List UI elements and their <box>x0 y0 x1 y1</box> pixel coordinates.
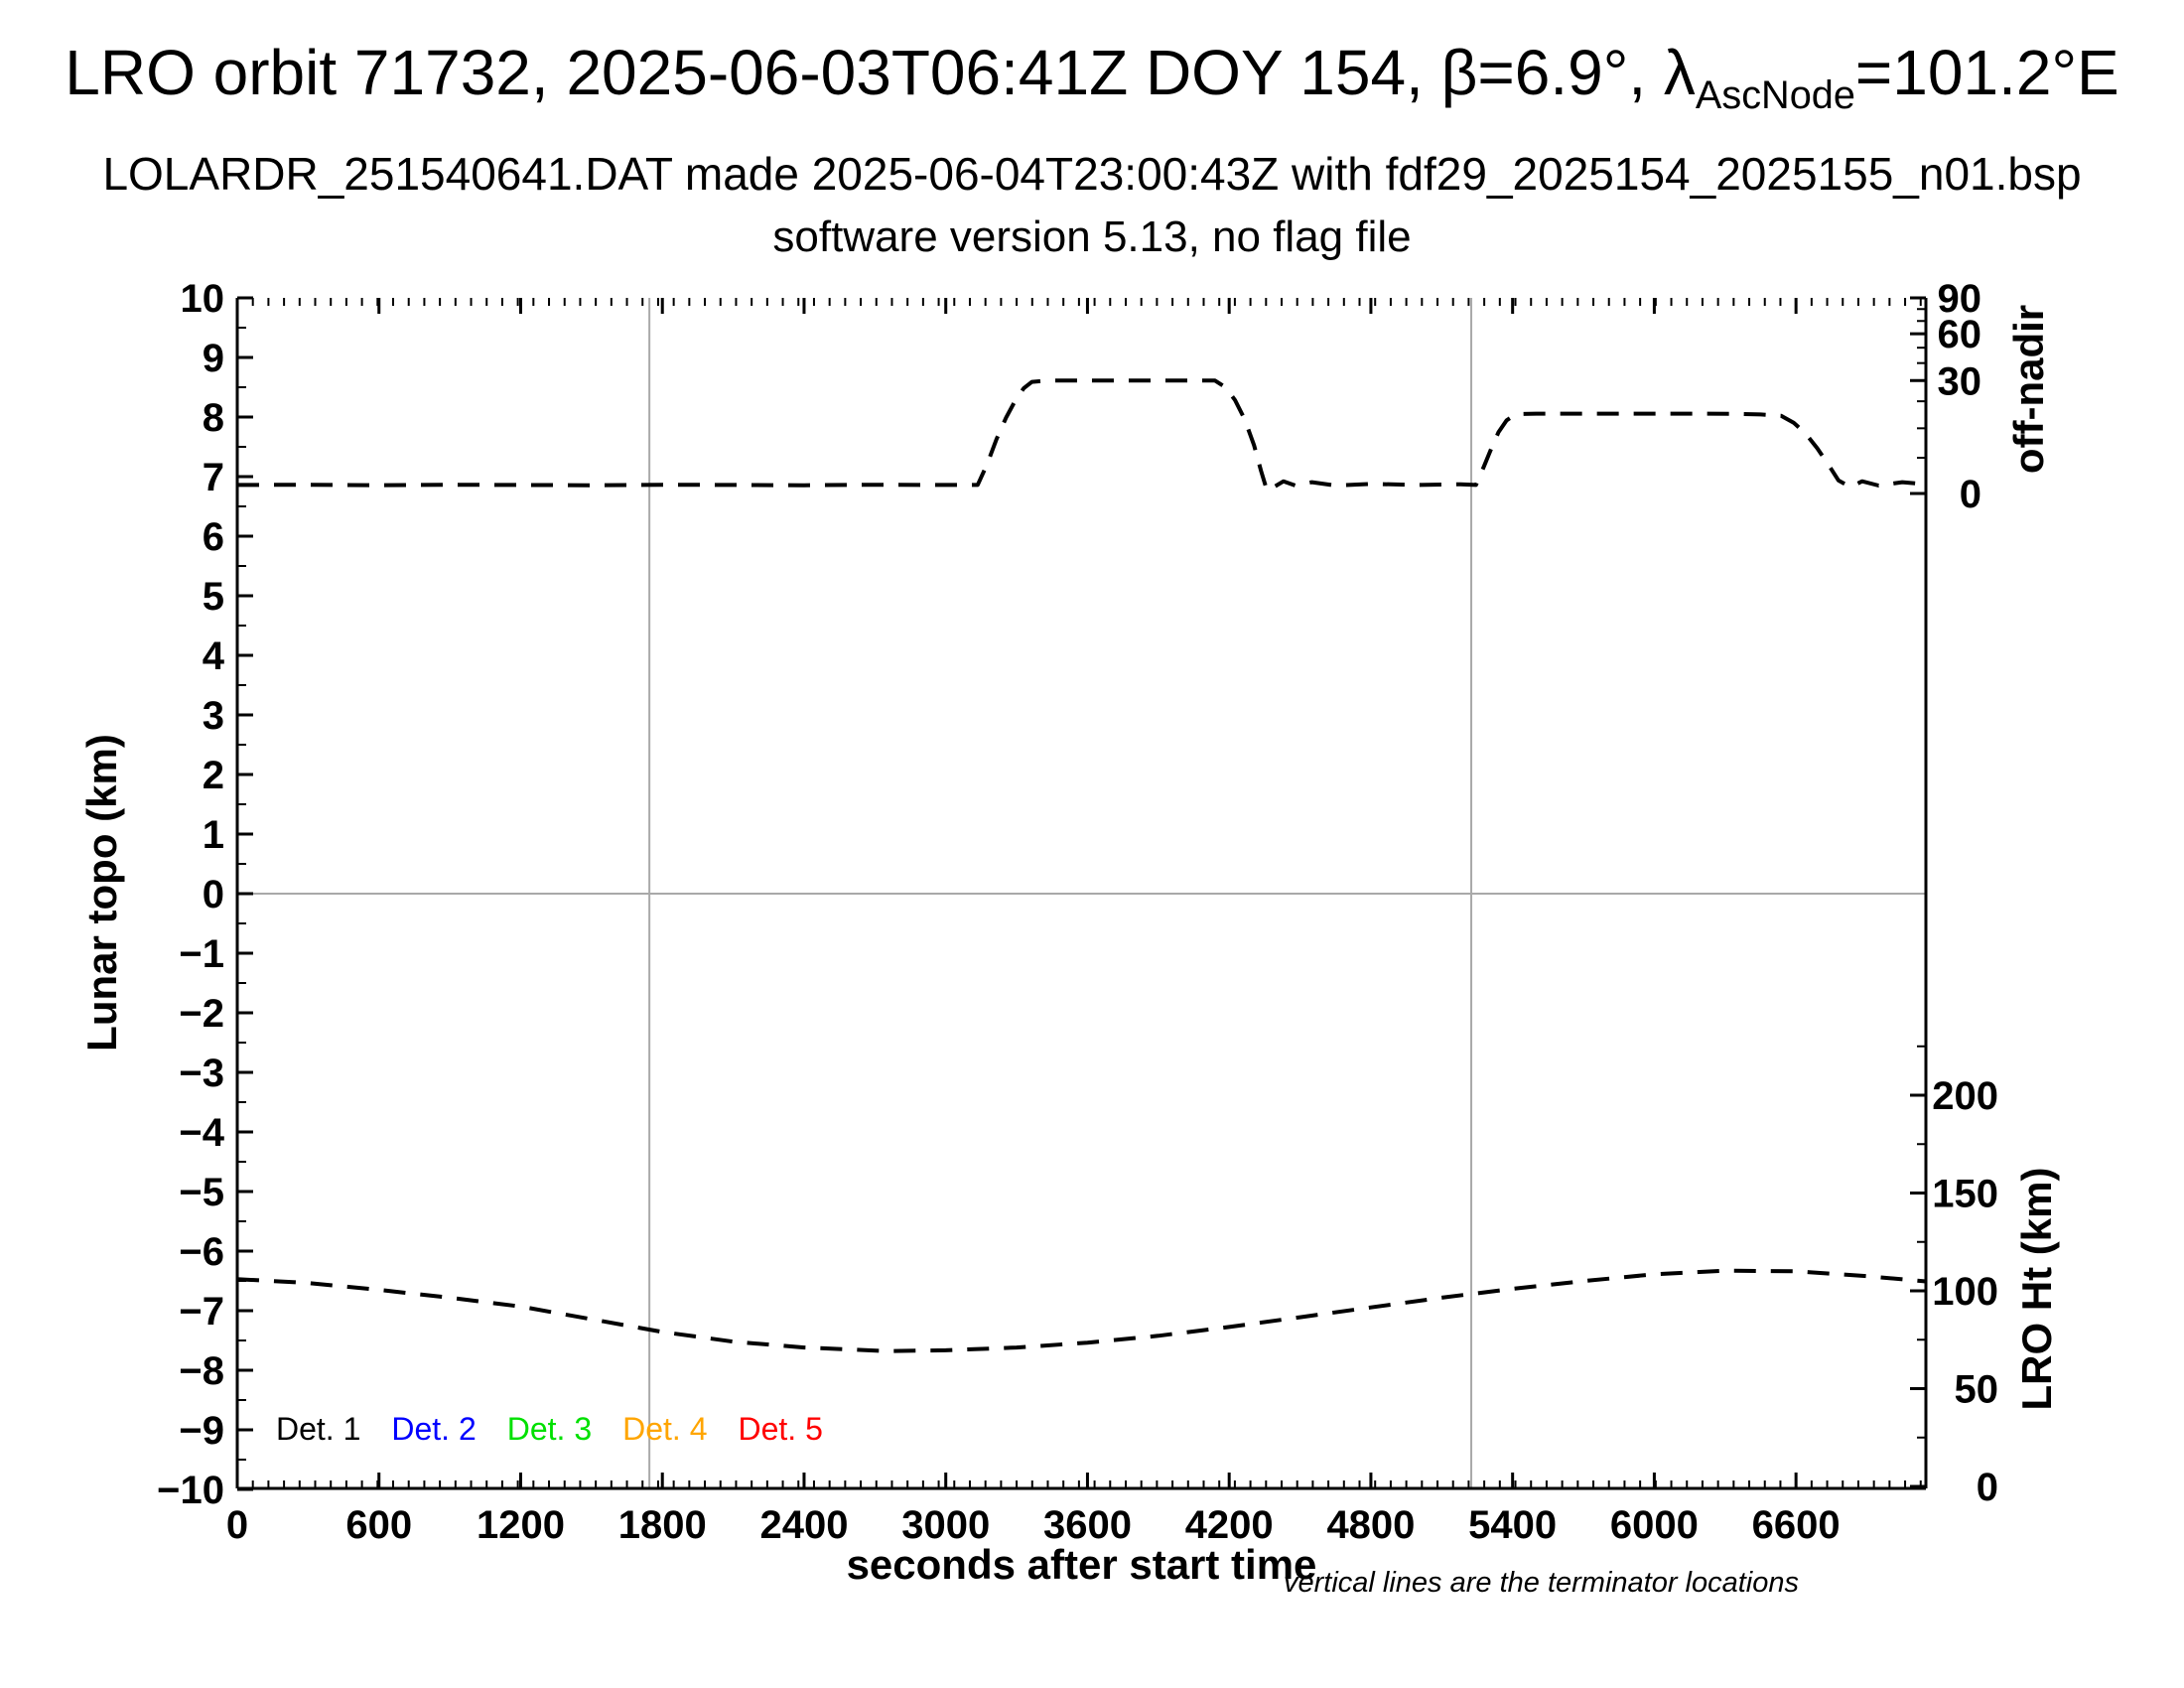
x-tick-label: 600 <box>345 1503 412 1547</box>
x-tick-label: 2400 <box>759 1503 848 1547</box>
off-nadir-tick-label: 30 <box>1938 359 1982 403</box>
y-left-tick-label: 8 <box>203 396 224 440</box>
y-left-tick-label: 5 <box>203 575 224 619</box>
x-tick-label: 3600 <box>1043 1503 1132 1547</box>
lro-ht-tick-label: 50 <box>1955 1368 1999 1412</box>
lro-ht-tick-label: 0 <box>1977 1466 1998 1509</box>
legend-entry-det-3: Det. 3 <box>506 1411 593 1447</box>
y-right-bottom-axis-title: LRO Ht (km) <box>2013 1167 2060 1411</box>
y-left-axis-title: Lunar topo (km) <box>78 734 125 1052</box>
y-left-tick-label: −4 <box>179 1111 224 1155</box>
y-left-tick-label: 4 <box>203 634 225 678</box>
off-nadir-curve <box>236 378 1927 493</box>
legend-entry-det-2: Det. 2 <box>391 1411 477 1447</box>
legend-entry-det-1: Det. 1 <box>276 1411 361 1447</box>
lro-ht-tick-label: 200 <box>1932 1074 1998 1118</box>
x-tick-label: 6600 <box>1752 1503 1841 1547</box>
subtitle-version-line: software version 5.13, no flag file <box>772 212 1412 261</box>
lro-height-curve <box>236 1268 1927 1353</box>
y-left-tick-label: −10 <box>157 1469 224 1512</box>
x-tick-label: 1200 <box>477 1503 565 1547</box>
x-tick-label: 3000 <box>901 1503 990 1547</box>
y-left-tick-label: −1 <box>179 932 224 976</box>
y-left-tick-label: 2 <box>203 754 224 797</box>
title-subscript: AscNode <box>1695 72 1855 117</box>
y-left-tick-label: 7 <box>203 456 224 499</box>
off-nadir-tick-label: 60 <box>1938 313 1982 356</box>
y-left-tick-label: 10 <box>181 277 225 321</box>
legend-entry-det-4: Det. 4 <box>622 1411 708 1447</box>
legend-entry-det-5: Det. 5 <box>738 1411 823 1447</box>
y-right-top-axis-title: off-nadir <box>2005 304 2052 475</box>
y-left-tick-label: −5 <box>179 1171 224 1214</box>
off-nadir-tick-label: 0 <box>1960 473 1981 516</box>
y-left-tick-label: −9 <box>179 1409 224 1453</box>
y-left-tick-label: −7 <box>179 1290 224 1334</box>
x-tick-label: 5400 <box>1468 1503 1557 1547</box>
y-left-tick-label: −3 <box>179 1052 224 1095</box>
y-left-tick-label: −2 <box>179 992 224 1036</box>
subtitle-file-line: LOLARDR_251540641.DAT made 2025-06-04T23… <box>102 148 2082 200</box>
y-left-tick-label: 3 <box>203 694 224 738</box>
x-tick-label: 4800 <box>1326 1503 1415 1547</box>
title-suffix: =101.2°E <box>1854 37 2119 108</box>
y-left-tick-label: −6 <box>179 1230 224 1274</box>
title-main: LRO orbit 71732, 2025-06-03T06:41Z DOY 1… <box>65 37 1696 108</box>
y-left-tick-label: −8 <box>179 1349 224 1393</box>
terminator-note: vertical lines are the terminator locati… <box>1283 1567 1799 1599</box>
lro-ht-tick-label: 100 <box>1932 1270 1998 1314</box>
x-tick-label: 0 <box>226 1503 248 1547</box>
page-title: LRO orbit 71732, 2025-06-03T06:41Z DOY 1… <box>0 36 2184 118</box>
detector-legend: Det. 1 Det. 2 Det. 3 Det. 4 Det. 5 <box>276 1411 823 1448</box>
x-tick-label: 4200 <box>1185 1503 1274 1547</box>
x-tick-label: 1800 <box>618 1503 707 1547</box>
y-left-tick-label: 0 <box>203 873 224 916</box>
y-left-tick-label: 6 <box>203 515 224 559</box>
x-axis-title: seconds after start time <box>846 1541 1317 1588</box>
y-left-tick-label: 1 <box>203 813 224 857</box>
off-nadir-tick-label: 90 <box>1938 277 1982 321</box>
y-left-tick-label: 9 <box>203 337 224 380</box>
x-tick-label: 6000 <box>1610 1503 1699 1547</box>
lro-ht-tick-label: 150 <box>1932 1173 1998 1216</box>
